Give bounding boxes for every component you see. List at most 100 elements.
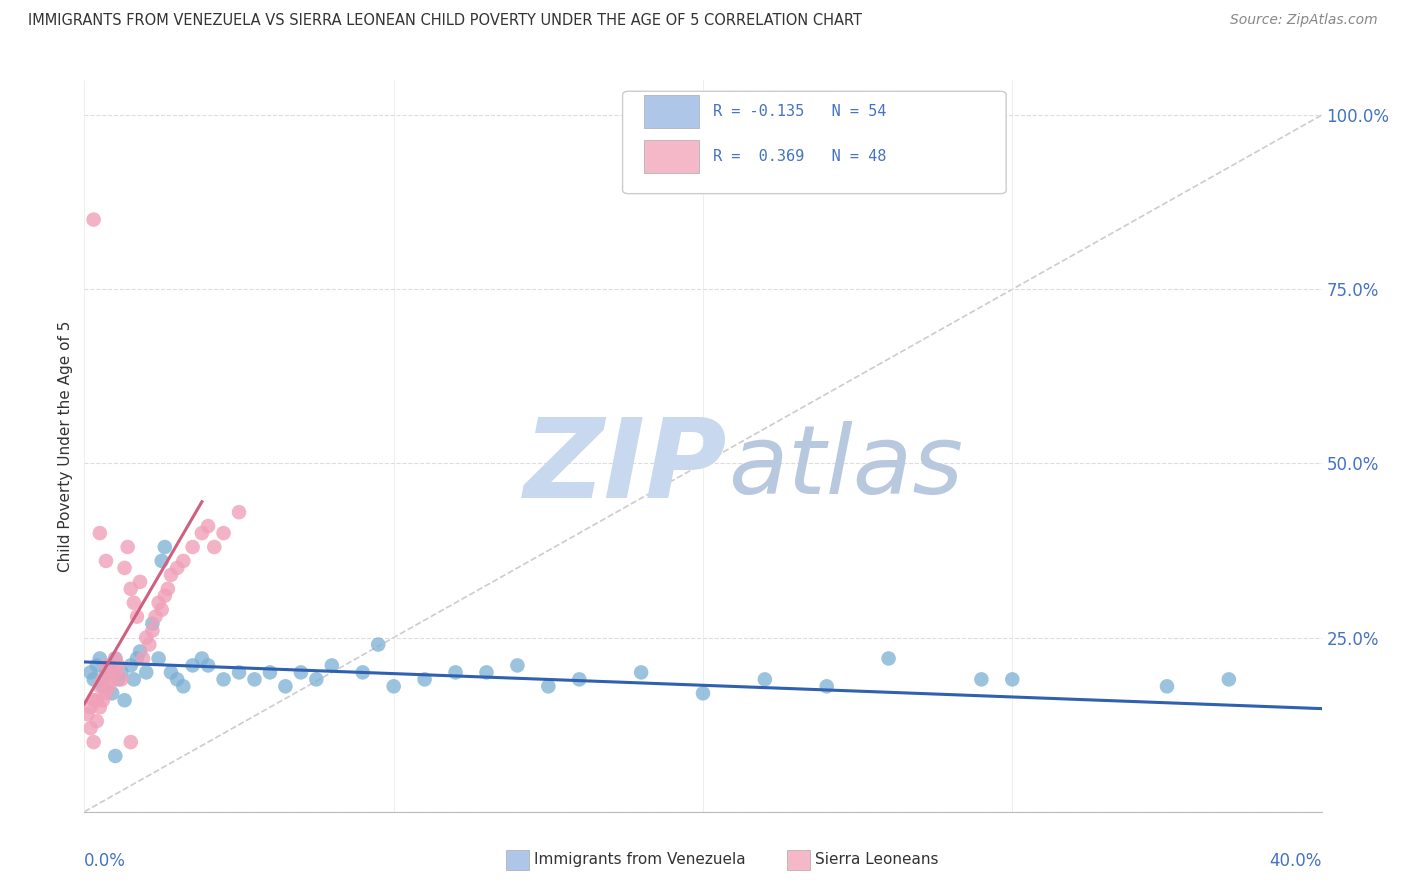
Point — [290, 665, 312, 680]
Bar — [644, 140, 699, 173]
Point — [172, 679, 194, 693]
Point — [150, 603, 173, 617]
Point — [305, 673, 328, 687]
Text: ZIP: ZIP — [524, 415, 728, 522]
Point — [138, 638, 160, 652]
Point — [1218, 673, 1240, 687]
Point — [79, 665, 101, 680]
Point — [120, 582, 142, 596]
Point — [104, 749, 127, 764]
Point — [86, 693, 108, 707]
Text: IMMIGRANTS FROM VENEZUELA VS SIERRA LEONEAN CHILD POVERTY UNDER THE AGE OF 5 COR: IMMIGRANTS FROM VENEZUELA VS SIERRA LEON… — [28, 13, 862, 29]
Point — [172, 554, 194, 568]
Point — [1001, 673, 1024, 687]
Point — [98, 679, 121, 693]
Point — [150, 554, 173, 568]
Point — [135, 665, 157, 680]
Point — [101, 686, 124, 700]
Point — [274, 679, 297, 693]
Point — [91, 693, 114, 707]
Y-axis label: Child Poverty Under the Age of 5: Child Poverty Under the Age of 5 — [58, 320, 73, 572]
Point — [114, 693, 136, 707]
Point — [877, 651, 900, 665]
Point — [153, 540, 176, 554]
Point — [101, 673, 124, 687]
Point — [382, 679, 405, 693]
Point — [104, 651, 127, 665]
Point — [444, 665, 467, 680]
Point — [321, 658, 343, 673]
Point — [506, 658, 529, 673]
FancyBboxPatch shape — [623, 91, 1007, 194]
Point — [160, 665, 183, 680]
Point — [141, 624, 163, 638]
Point — [83, 693, 105, 707]
Text: R = -0.135   N = 54: R = -0.135 N = 54 — [713, 104, 886, 120]
Point — [970, 673, 993, 687]
Point — [228, 505, 250, 519]
Point — [86, 658, 108, 673]
Point — [122, 673, 145, 687]
Point — [129, 574, 152, 589]
Point — [94, 665, 117, 680]
Point — [110, 665, 132, 680]
Point — [110, 673, 132, 687]
Point — [141, 616, 163, 631]
Point — [122, 596, 145, 610]
Point — [89, 526, 111, 541]
Point — [91, 673, 114, 687]
Point — [104, 665, 127, 680]
Point — [107, 673, 129, 687]
Text: R =  0.369   N = 48: R = 0.369 N = 48 — [713, 149, 886, 164]
Point — [94, 686, 117, 700]
Point — [166, 561, 188, 575]
Point — [83, 673, 105, 687]
Point — [1156, 679, 1178, 693]
Point — [132, 651, 155, 665]
Point — [692, 686, 714, 700]
Point — [114, 561, 136, 575]
Point — [191, 651, 214, 665]
Point — [160, 567, 183, 582]
Point — [89, 651, 111, 665]
Point — [135, 631, 157, 645]
Point — [243, 673, 266, 687]
Point — [191, 526, 214, 541]
Point — [79, 700, 101, 714]
Point — [120, 735, 142, 749]
Point — [86, 714, 108, 728]
Point — [148, 596, 170, 610]
Point — [89, 679, 111, 693]
Text: Sierra Leoneans: Sierra Leoneans — [815, 853, 939, 867]
Point — [202, 540, 225, 554]
Text: atlas: atlas — [728, 421, 963, 515]
Point — [413, 673, 436, 687]
Point — [120, 658, 142, 673]
Point — [197, 658, 219, 673]
Point — [117, 540, 139, 554]
Point — [76, 707, 98, 722]
Point — [475, 665, 498, 680]
Point — [91, 679, 114, 693]
Point — [153, 589, 176, 603]
Point — [212, 673, 235, 687]
Point — [630, 665, 652, 680]
Point — [129, 644, 152, 658]
Point — [79, 721, 101, 735]
Point — [181, 658, 204, 673]
Point — [568, 673, 591, 687]
Point — [156, 582, 179, 596]
Point — [259, 665, 281, 680]
Point — [228, 665, 250, 680]
Point — [148, 651, 170, 665]
Point — [197, 519, 219, 533]
Text: 0.0%: 0.0% — [84, 852, 127, 870]
Text: 40.0%: 40.0% — [1270, 852, 1322, 870]
Point — [352, 665, 374, 680]
Point — [98, 665, 121, 680]
Point — [815, 679, 838, 693]
Point — [107, 658, 129, 673]
Point — [212, 526, 235, 541]
Text: Immigrants from Venezuela: Immigrants from Venezuela — [534, 853, 747, 867]
Point — [125, 609, 148, 624]
